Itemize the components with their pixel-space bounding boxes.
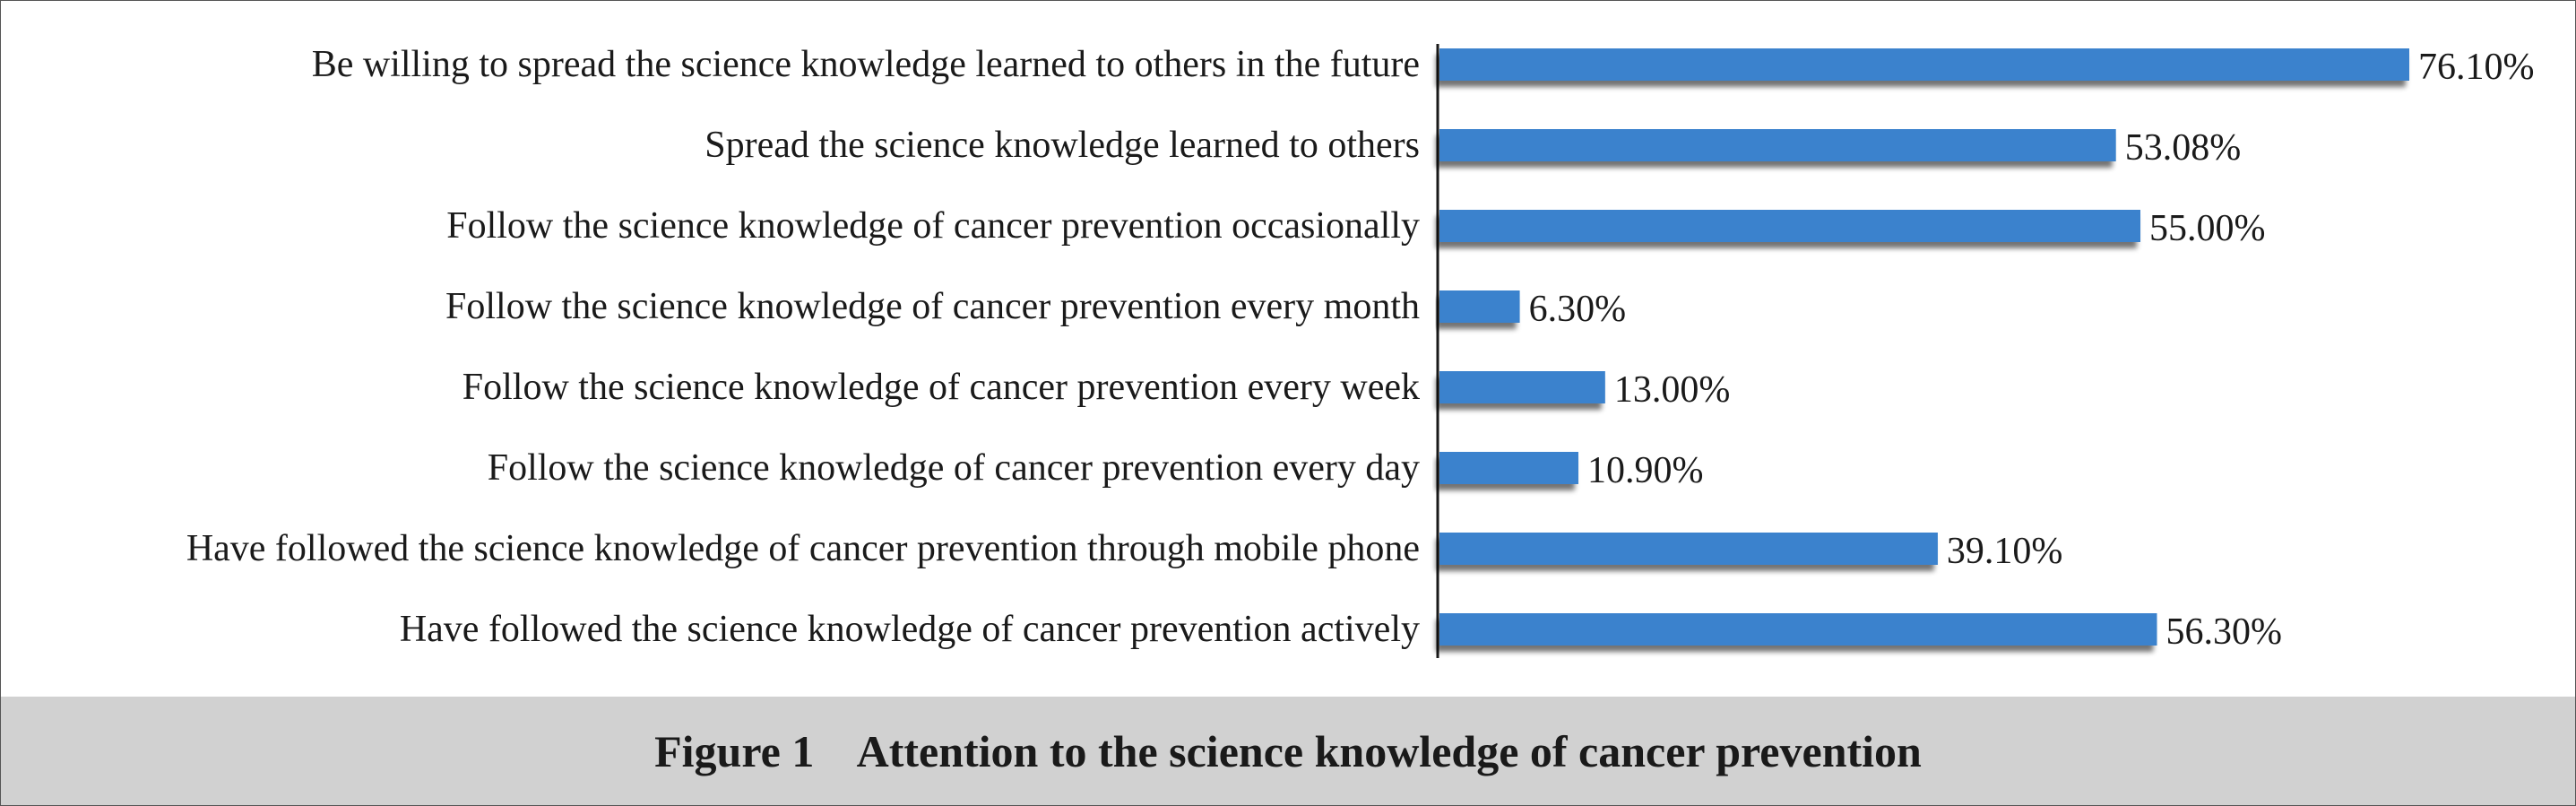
value-label: 56.30%: [2165, 611, 2282, 653]
category-label: Follow the science knowledge of cancer p…: [446, 205, 1420, 247]
bar-chart: Be willing to spread the science knowled…: [186, 44, 2535, 658]
caption-band: Figure 1 Attention to the science knowle…: [1, 697, 2575, 805]
bar: [1439, 129, 2116, 161]
bar: [1439, 613, 2157, 646]
bar: [1439, 210, 2140, 242]
category-label: Have followed the science knowledge of c…: [186, 528, 1420, 569]
figure-caption: Figure 1 Attention to the science knowle…: [654, 725, 1922, 776]
value-label: 55.00%: [2149, 208, 2266, 249]
value-label: 39.10%: [1947, 531, 2063, 572]
category-label: Follow the science knowledge of cancer p…: [462, 367, 1420, 408]
category-label: Follow the science knowledge of cancer p…: [445, 286, 1420, 327]
bar: [1439, 290, 1520, 323]
value-label: 53.08%: [2125, 127, 2242, 169]
category-label: Spread the science knowledge learned to …: [705, 125, 1420, 166]
value-label: 76.10%: [2418, 47, 2535, 88]
bars-layer: Be willing to spread the science knowled…: [186, 44, 2535, 653]
value-label: 13.00%: [1614, 369, 1731, 411]
category-label: Be willing to spread the science knowled…: [312, 44, 1420, 85]
value-label: 10.90%: [1587, 450, 1704, 491]
value-label: 6.30%: [1529, 289, 1627, 330]
bar: [1439, 533, 1938, 565]
bar: [1439, 452, 1578, 484]
category-label: Have followed the science knowledge of c…: [400, 609, 1420, 650]
bar: [1439, 48, 2409, 81]
category-label: Follow the science knowledge of cancer p…: [488, 447, 1420, 489]
bar: [1439, 371, 1605, 403]
